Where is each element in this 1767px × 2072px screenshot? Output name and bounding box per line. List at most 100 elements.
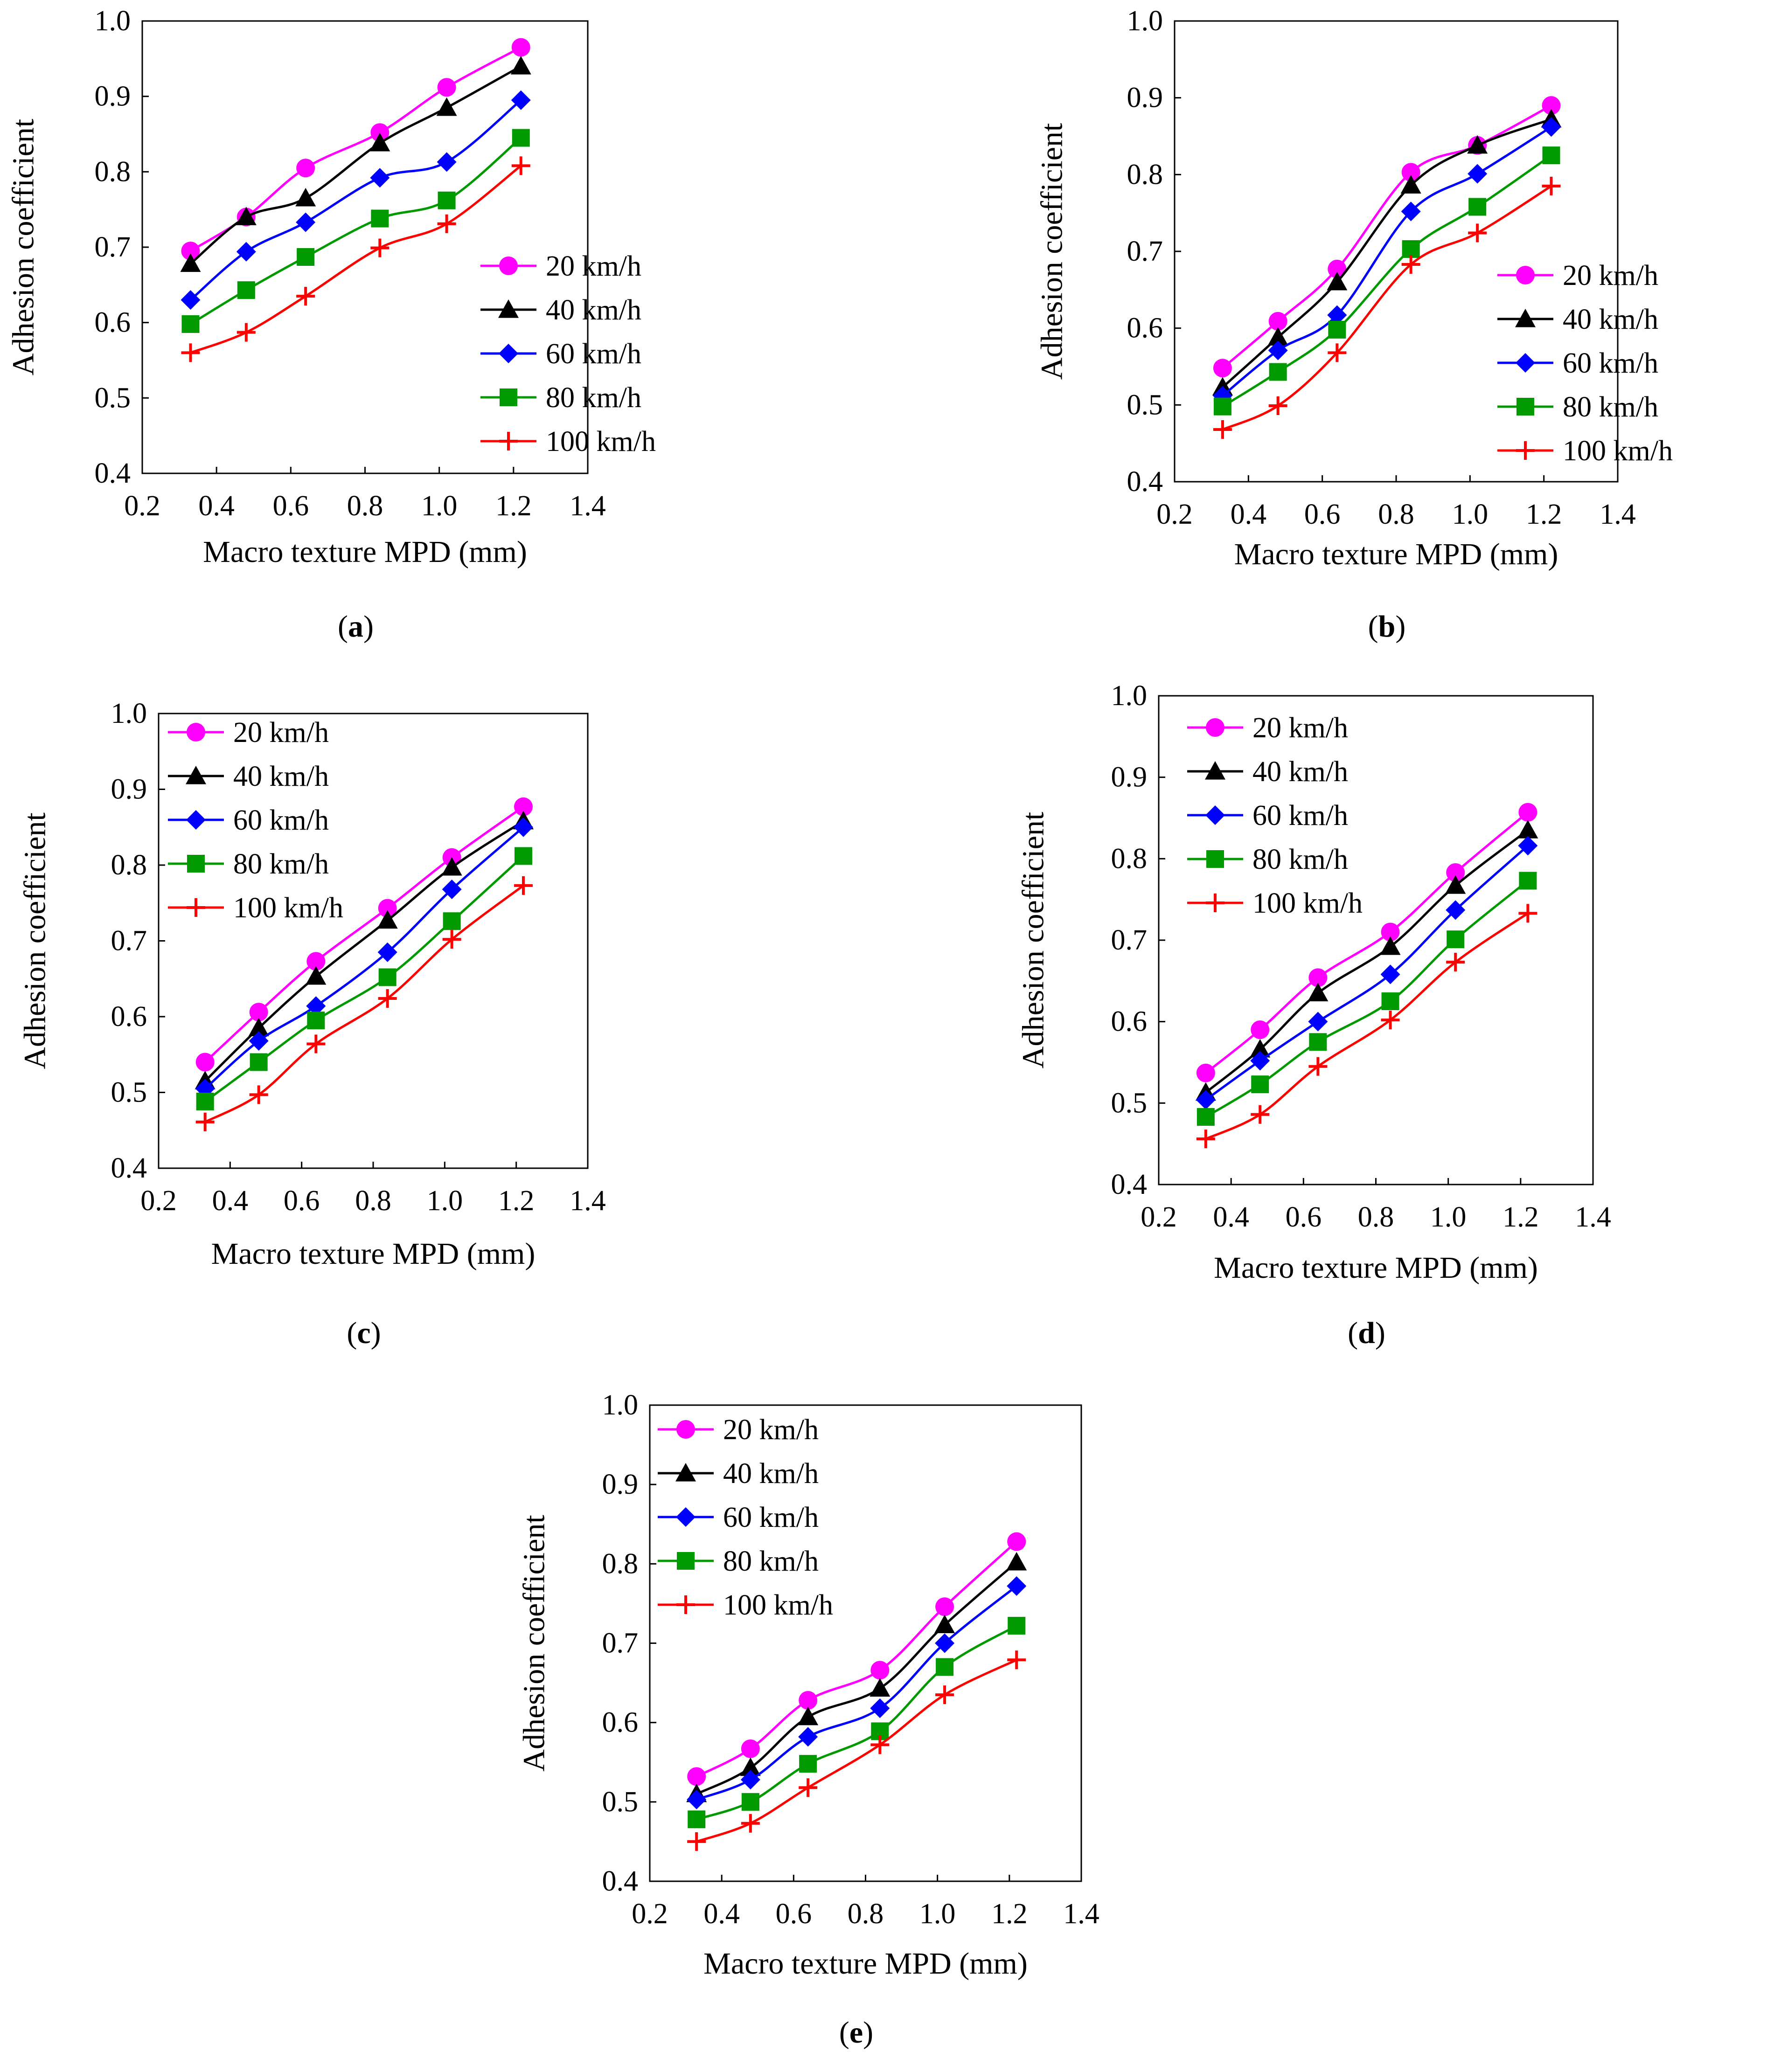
- data-point: [934, 1615, 955, 1633]
- legend-marker: [1516, 441, 1535, 460]
- legend-label: 40 km/h: [233, 761, 329, 792]
- data-point: [1328, 320, 1346, 339]
- data-point: [296, 212, 316, 232]
- data-point: [935, 1597, 954, 1616]
- data-point: [378, 899, 397, 918]
- data-point: [1251, 1020, 1270, 1039]
- y-tick-label: 0.9: [95, 81, 131, 112]
- data-point: [687, 1767, 706, 1786]
- data-point: [1251, 1105, 1270, 1124]
- y-tick-label: 0.7: [602, 1628, 639, 1659]
- data-point: [378, 989, 397, 1008]
- data-point: [1380, 936, 1401, 955]
- data-point: [1541, 117, 1561, 137]
- data-point: [1308, 983, 1329, 1002]
- data-point: [1007, 1532, 1026, 1551]
- data-point: [236, 207, 257, 225]
- x-tick-label: 0.8: [347, 490, 383, 522]
- data-point: [306, 1034, 326, 1053]
- data-point: [1250, 1051, 1270, 1071]
- y-tick-label: 0.5: [95, 382, 131, 414]
- y-tick-label: 0.8: [111, 849, 147, 881]
- data-point: [870, 1698, 890, 1719]
- y-tick-label: 1.0: [111, 698, 147, 729]
- legend: 20 km/h 40 km/h 60 km/h 80 km/h 100 km/h: [1187, 712, 1363, 919]
- y-tick-label: 0.6: [95, 307, 131, 339]
- x-tick-label: 0.2: [124, 490, 160, 522]
- legend: 20 km/h 40 km/h 60 km/h 80 km/h 100 km/h: [1497, 260, 1673, 467]
- legend-label: 40 km/h: [1252, 756, 1348, 788]
- x-tick-label: 1.0: [427, 1185, 463, 1217]
- data-point: [1007, 1650, 1026, 1670]
- legend-marker: [187, 855, 205, 873]
- data-point: [870, 1678, 890, 1697]
- series-80-km-h: [1213, 146, 1560, 416]
- data-point: [1007, 1576, 1027, 1596]
- data-point: [1518, 836, 1538, 856]
- series-line: [189, 65, 522, 265]
- data-point: [249, 1003, 268, 1022]
- legend-marker: [1516, 353, 1535, 373]
- data-point: [1468, 198, 1487, 216]
- x-tick-label: 1.4: [570, 490, 606, 522]
- data-point: [1542, 177, 1561, 196]
- legend-marker: [1516, 266, 1535, 284]
- data-point: [437, 78, 456, 97]
- data-point: [370, 238, 390, 257]
- y-tick-label: 1.0: [602, 1389, 639, 1421]
- data-point: [935, 1633, 955, 1653]
- data-point: [1401, 255, 1420, 274]
- data-point: [438, 191, 456, 209]
- legend-label: 20 km/h: [233, 717, 329, 748]
- y-tick-label: 0.4: [1111, 1169, 1148, 1200]
- data-point: [512, 129, 530, 147]
- data-point: [249, 1085, 268, 1104]
- series-line: [1222, 185, 1552, 431]
- data-point: [740, 1757, 761, 1776]
- data-point: [687, 1789, 707, 1809]
- panel-caption: (e): [839, 2016, 873, 2050]
- data-point: [1309, 1033, 1327, 1051]
- x-tick-label: 0.6: [284, 1185, 320, 1217]
- y-tick-label: 0.7: [111, 925, 147, 957]
- series-80-km-h: [181, 129, 530, 333]
- data-point: [1267, 327, 1288, 346]
- x-tick-label: 0.6: [1304, 499, 1341, 530]
- x-tick-label: 1.2: [991, 1898, 1028, 1930]
- data-point: [1467, 135, 1488, 154]
- data-point: [514, 817, 533, 837]
- data-point: [511, 156, 530, 175]
- data-point: [441, 857, 462, 876]
- legend-label: 100 km/h: [546, 426, 656, 457]
- x-tick-label: 0.2: [140, 1185, 177, 1217]
- legend-marker: [677, 1552, 695, 1570]
- legend-label: 80 km/h: [233, 848, 329, 880]
- data-point: [443, 912, 461, 930]
- legend-label: 60 km/h: [1563, 347, 1658, 379]
- legend-marker: [499, 256, 518, 275]
- data-point: [510, 56, 531, 75]
- plot-frame: [1158, 695, 1594, 1185]
- data-point: [196, 1093, 214, 1110]
- data-point: [688, 1810, 706, 1829]
- data-point: [371, 209, 389, 228]
- data-point: [296, 159, 315, 178]
- x-axis-label: Macro texture MPD (mm): [703, 1947, 1028, 1981]
- data-point: [1006, 1552, 1027, 1571]
- data-point: [870, 1735, 890, 1754]
- data-point: [798, 1706, 819, 1726]
- legend-marker: [187, 898, 205, 917]
- legend: 20 km/h 40 km/h 60 km/h 80 km/h 100 km/h: [658, 1414, 833, 1621]
- x-tick-label: 1.2: [498, 1185, 535, 1217]
- data-point: [741, 1739, 760, 1758]
- x-axis-label: Macro texture MPD (mm): [203, 535, 527, 569]
- legend-marker: [676, 1595, 695, 1614]
- y-tick-label: 0.8: [1127, 159, 1163, 190]
- data-point: [1196, 1063, 1215, 1082]
- plot-frame: [1174, 20, 1619, 483]
- data-point: [1468, 223, 1487, 243]
- series-80-km-h: [688, 1617, 1026, 1829]
- series-line: [1222, 104, 1552, 369]
- legend-marker: [500, 388, 517, 406]
- series-20-km-h: [195, 797, 533, 1072]
